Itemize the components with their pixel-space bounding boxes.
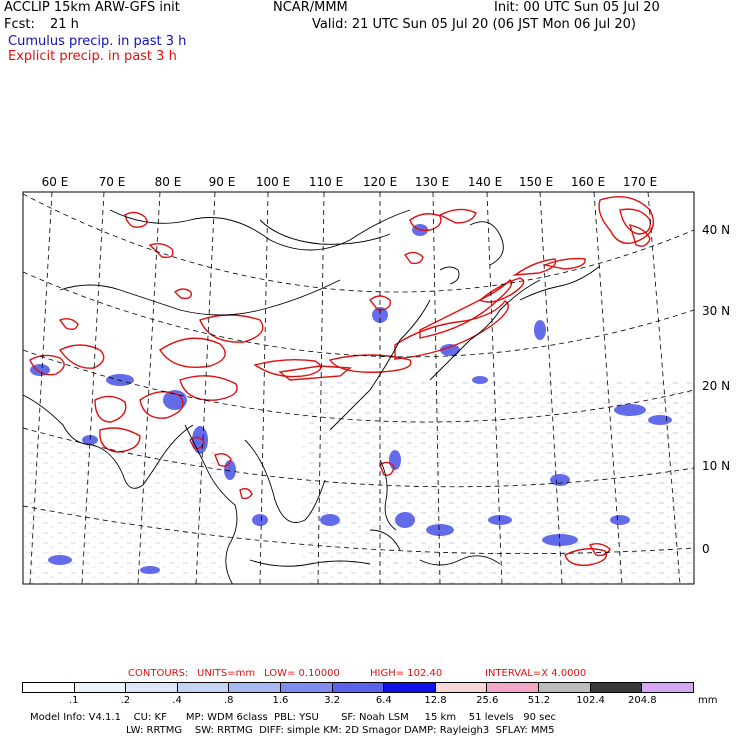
latitude-label: 30 N [702, 304, 730, 318]
colorbar-level-label: .4 [172, 695, 182, 706]
colorbar-level-label: .1 [68, 695, 79, 706]
colorbar-level-label: 25.6 [476, 695, 499, 706]
latitude-label: 0 [702, 542, 710, 556]
legend-explicit: Explicit precip. in past 3 h [8, 49, 177, 64]
colorbar-swatch [642, 683, 693, 692]
coastlines-borders [23, 209, 601, 584]
init-time: Init: 00 UTC Sun 05 Jul 20 [494, 0, 660, 15]
contours-units: UNITS=mm [197, 668, 256, 679]
colorbar-swatch [23, 683, 75, 692]
longitude-label: 110 E [309, 175, 343, 189]
model-info-line2: LW: RRTMG SW: RRTMG DIFF: simple KM: 2D … [126, 725, 555, 736]
colorbar-unit: mm [698, 695, 718, 706]
longitude-label: 130 E [415, 175, 449, 189]
colorbar-swatch [281, 683, 333, 692]
colorbar-level-label: .8 [223, 695, 234, 706]
contours-high: HIGH= 102.40 [370, 668, 443, 679]
model-info-line1: Model Info: V4.1.1 CU: KF MP: WDM 6class… [30, 712, 556, 723]
valid-time: Valid: 21 UTC Sun 05 Jul 20 (06 JST Mon … [312, 17, 636, 32]
longitude-label: 100 E [256, 175, 290, 189]
longitude-label: 140 E [468, 175, 502, 189]
colorbar-level-label: 1.6 [272, 695, 289, 706]
latitude-label: 40 N [702, 223, 730, 237]
longitude-label: 60 E [42, 175, 69, 189]
colorbar-swatch [487, 683, 540, 692]
colorbar-level-label: 3.2 [324, 695, 341, 706]
colorbar-level-label: 204.8 [627, 695, 657, 706]
latitude-labels: 40 N 30 N 20 N 10 N 0 [702, 223, 730, 556]
colorbar-swatch [177, 683, 230, 692]
colorbar-swatch [435, 683, 488, 692]
map-frame [22, 191, 695, 585]
longitude-labels: 60 E 70 E 80 E 90 E 100 E 110 E 120 E 130 E 140 … [42, 175, 657, 189]
contours-low: LOW= 0.10000 [264, 668, 340, 679]
longitude-label: 170 E [623, 175, 657, 189]
longitude-label: 70 E [99, 175, 126, 189]
center-name: NCAR/MMM [273, 0, 348, 15]
forecast-label: Fcst: [4, 17, 35, 32]
colorbar-level-label: 51.2 [527, 695, 551, 706]
colorbar-swatch [590, 683, 643, 692]
graticule [23, 192, 694, 584]
legend-cumulus: Cumulus precip. in past 3 h [8, 34, 187, 49]
longitude-label: 160 E [571, 175, 605, 189]
forecast-hours: 21 h [50, 17, 79, 32]
model-title: ACCLIP 15km ARW-GFS init [4, 0, 180, 15]
colorbar-level-label: 102.4 [576, 695, 605, 706]
longitude-label: 150 E [519, 175, 553, 189]
precip-colorbar [22, 682, 694, 693]
colorbar-level-label: 6.4 [375, 695, 392, 706]
longitude-label: 120 E [363, 175, 397, 189]
colorbar-swatch [384, 683, 436, 692]
latitude-label: 10 N [702, 459, 730, 473]
contours-label: CONTOURS: [128, 668, 189, 679]
colorbar-swatch [126, 683, 178, 692]
colorbar-level-label: 12.8 [424, 695, 447, 706]
explicit-precip-contours [29, 196, 654, 566]
cumulus-precip-areas [30, 224, 672, 574]
colorbar-swatch [332, 683, 385, 692]
contours-interval: INTERVAL=X 4.0000 [485, 668, 587, 679]
latitude-label: 20 N [702, 379, 730, 393]
colorbar-swatch [229, 683, 282, 692]
colorbar-swatch [74, 683, 127, 692]
colorbar-level-label: .2 [120, 695, 131, 706]
longitude-label: 90 E [209, 175, 236, 189]
longitude-label: 80 E [155, 175, 182, 189]
colorbar-swatch [539, 683, 591, 692]
